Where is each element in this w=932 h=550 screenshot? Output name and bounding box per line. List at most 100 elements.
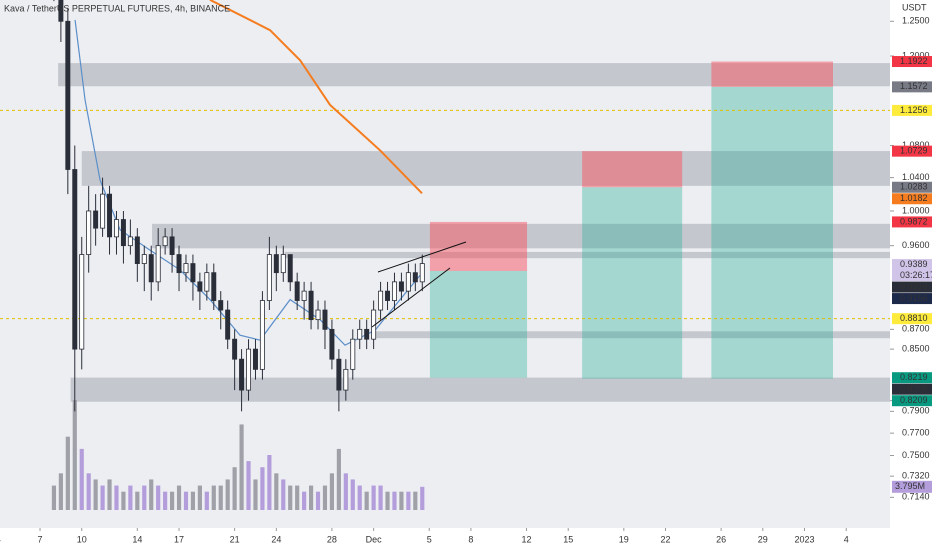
candle-body — [405, 272, 411, 292]
candle-body — [391, 281, 397, 301]
volume-bar — [183, 491, 189, 510]
volume-bar — [315, 491, 321, 510]
price-badge-label: 0.8209 — [900, 395, 928, 405]
x-tick-label: 17 — [174, 534, 184, 544]
price-badge — [892, 216, 932, 228]
volume-bar — [253, 479, 258, 510]
candle-body — [127, 236, 133, 247]
x-tick-label: 8 — [468, 534, 473, 544]
x-tick-label: 7 — [38, 534, 43, 544]
stop-area — [582, 151, 683, 188]
candle-body — [398, 281, 404, 292]
chart-title: Kava / TetherUS PERPETUAL FUTURES, 4h, B… — [4, 3, 230, 13]
price-badge — [892, 281, 932, 293]
price-badge — [892, 181, 932, 193]
y-tick-label: 0.7140 — [902, 492, 930, 502]
price-badge-label: 0.8810 — [900, 313, 928, 323]
volume-bar — [176, 485, 182, 510]
price-badge-label: 0.9389 — [900, 259, 928, 269]
volume-bar — [371, 485, 376, 510]
candle-body — [364, 328, 370, 340]
candle-body — [232, 338, 238, 360]
candle-body — [385, 290, 391, 301]
candle-body — [329, 328, 335, 360]
volume-bar — [128, 485, 133, 510]
price-badge — [892, 193, 932, 205]
volume-bar — [399, 491, 404, 510]
candle-body — [294, 281, 300, 301]
volume-bar — [225, 479, 230, 510]
price-badge-label: 1.1922 — [900, 56, 928, 66]
y-tick-label: 1.0800 — [902, 140, 930, 150]
volume-bar — [211, 485, 216, 510]
y-tick-label: 0.8500 — [902, 343, 930, 353]
price-badge-label: 0.9319 — [900, 281, 928, 291]
volume-bar — [142, 485, 147, 510]
price-badge — [892, 56, 932, 68]
candle-body — [190, 263, 196, 283]
candle-body — [266, 254, 272, 301]
price-badge — [892, 81, 932, 93]
candle-body — [148, 254, 154, 283]
candle-body — [176, 254, 182, 274]
price-badge-label: 0.8209 — [900, 384, 928, 394]
zone — [81, 151, 890, 186]
x-tick-label: 29 — [758, 534, 768, 544]
volume-bar — [420, 486, 425, 510]
volume-bar — [329, 473, 335, 510]
candle-body — [246, 348, 252, 391]
candle-body — [204, 272, 210, 292]
volume-bar — [357, 485, 362, 510]
candle-body — [197, 281, 203, 292]
candle-body — [350, 338, 356, 370]
candle-body — [86, 210, 92, 255]
volume-bar — [204, 491, 209, 510]
volume-bar — [218, 485, 223, 510]
price-badge — [892, 313, 932, 325]
y-tick-label: 1.0000 — [902, 205, 930, 215]
candle-body — [162, 236, 168, 247]
y-tick-label: 1.0400 — [902, 172, 930, 182]
plot — [0, 0, 890, 510]
price-badge — [892, 259, 932, 282]
volume-bar — [385, 491, 390, 510]
x-tick-label: 26 — [716, 534, 726, 544]
candle-body — [65, 20, 71, 170]
y-tick-label: 0.7500 — [902, 450, 930, 460]
price-badge — [892, 293, 932, 305]
y-tick-label: 0.7320 — [902, 471, 930, 481]
price-badge — [892, 372, 932, 384]
volume-bar — [378, 485, 383, 510]
candle-body — [378, 290, 384, 311]
y-tick-label: 1.2000 — [902, 50, 930, 60]
volume-label: 3.795M — [895, 481, 925, 491]
x-tick-label: 4 — [844, 534, 849, 544]
x-tick-label: Dec — [366, 534, 383, 544]
candle-body — [412, 272, 418, 283]
candle-body — [308, 290, 314, 321]
volume-bar — [58, 473, 63, 510]
candle-body — [225, 309, 231, 340]
volume-bar — [413, 491, 418, 510]
volume-bar — [51, 485, 57, 510]
volume-badge — [892, 480, 932, 493]
x-tick-label: 22 — [661, 534, 671, 544]
volume-bar — [232, 467, 237, 510]
volume-bar — [121, 491, 126, 510]
time-axis — [0, 528, 932, 550]
zone — [70, 377, 890, 402]
volume-bar — [281, 479, 286, 510]
x-tick-label: 24 — [271, 534, 281, 544]
trendline — [377, 241, 467, 273]
target-area — [582, 187, 683, 379]
x-tick-label: 14 — [132, 534, 142, 544]
volume-bar — [114, 485, 119, 510]
volume-bar — [65, 436, 70, 510]
volume-bar — [274, 473, 279, 510]
volume-bar — [79, 448, 84, 510]
price-badge-label: 1.1256 — [900, 105, 928, 115]
volume-bar — [295, 485, 300, 510]
price-badge — [892, 104, 932, 116]
